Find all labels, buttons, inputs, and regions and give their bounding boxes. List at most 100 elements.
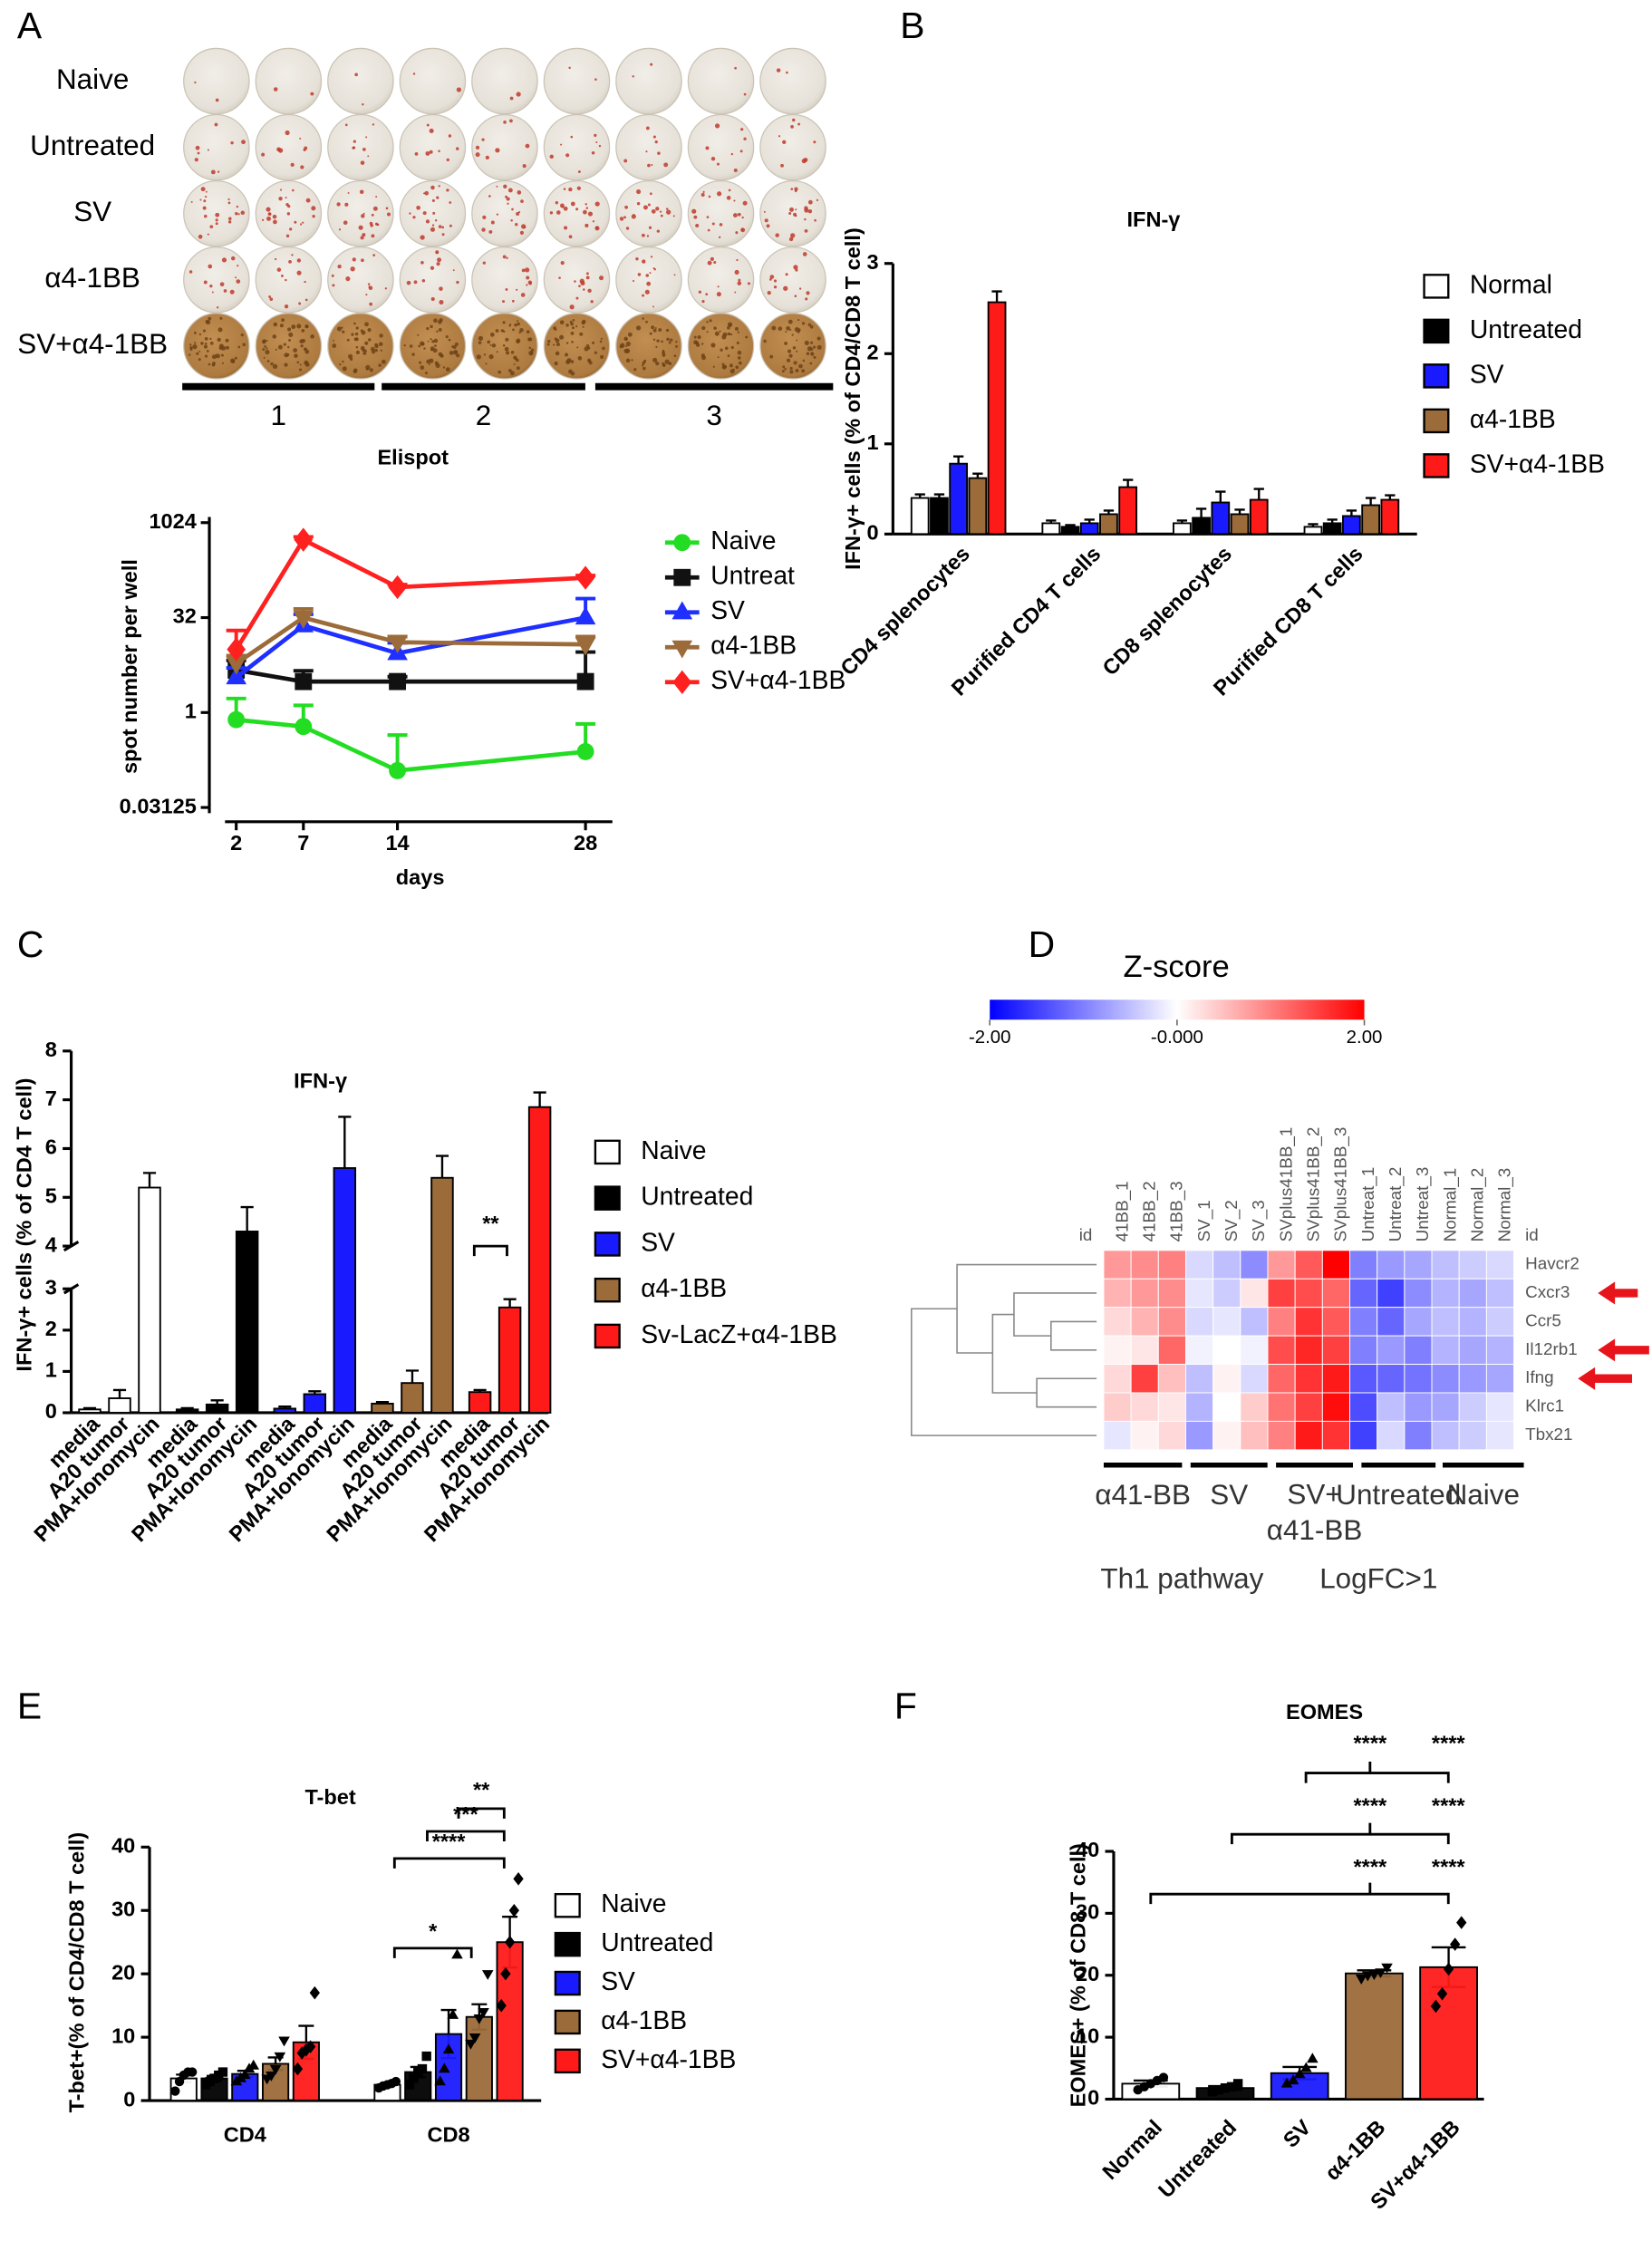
bar [1118, 486, 1138, 536]
spot [651, 208, 656, 214]
spot [434, 361, 439, 365]
spot [789, 370, 794, 374]
significance-label: ** [482, 1212, 499, 1235]
spot [456, 147, 459, 150]
spot [588, 361, 593, 365]
heatmap-cell [1103, 1392, 1132, 1422]
point [1287, 2074, 1299, 2085]
spot [261, 218, 265, 222]
point [294, 527, 314, 552]
spot [592, 220, 595, 223]
spot [809, 324, 814, 329]
spot [294, 353, 298, 358]
spot [352, 146, 355, 150]
spot [304, 298, 308, 302]
spot [196, 352, 199, 355]
spot [553, 343, 555, 346]
spot [782, 365, 786, 369]
spot [194, 342, 197, 344]
spot [743, 92, 747, 96]
column-label: 41BB_2 [1139, 1181, 1159, 1241]
y-tick-label: 10 [111, 2024, 135, 2047]
spot [420, 260, 424, 265]
spot [797, 318, 800, 322]
spot [205, 190, 208, 193]
spot [801, 159, 807, 164]
y-tick-label: 0 [867, 521, 879, 545]
heatmap-cell [1267, 1307, 1296, 1337]
spot [724, 346, 729, 351]
point [389, 672, 406, 691]
spot [645, 320, 648, 324]
spot [514, 323, 517, 327]
x-tick-label: 2 [230, 831, 242, 855]
bar [1041, 522, 1061, 536]
heatmap-cell [1431, 1278, 1460, 1309]
spot [275, 348, 277, 351]
heatmap-cell [1240, 1307, 1269, 1337]
heatmap-cell [1404, 1307, 1433, 1337]
spot [223, 289, 227, 293]
spot [304, 280, 306, 284]
heatmap-cell [1458, 1278, 1487, 1309]
x-axis-label: days [396, 865, 445, 889]
heatmap-cell [1103, 1364, 1132, 1394]
heatmap-cell [1458, 1307, 1487, 1337]
point [1443, 1962, 1454, 1976]
heatmap-cell [1377, 1364, 1406, 1394]
legend-swatch [554, 1931, 581, 1957]
bar [1079, 522, 1099, 536]
spot [554, 328, 557, 331]
group-bar [594, 382, 834, 391]
spot [342, 330, 345, 333]
spot [489, 343, 492, 346]
spot [276, 147, 281, 152]
spot [625, 227, 630, 230]
spot [197, 151, 200, 155]
spot [654, 140, 658, 144]
well [255, 113, 323, 181]
heatmap-cell [1240, 1335, 1269, 1366]
heatmap-cell [1431, 1307, 1460, 1337]
spot [428, 363, 430, 366]
spot [406, 280, 411, 285]
spot [273, 87, 278, 92]
heatmap-cell [1212, 1307, 1241, 1337]
spot [509, 96, 514, 101]
heatmap-cell [1349, 1250, 1378, 1280]
spot [565, 324, 569, 327]
spot [526, 330, 530, 334]
point [295, 718, 313, 736]
spot [504, 346, 509, 352]
spot [666, 337, 670, 342]
spot [706, 216, 710, 218]
legend-label: α4-1BB [710, 631, 797, 660]
spot [203, 199, 207, 203]
bar [205, 1403, 229, 1414]
point [1381, 1963, 1393, 1974]
spot [208, 316, 212, 321]
spot [645, 274, 650, 277]
bar [1342, 515, 1361, 536]
y-tick-label: 0 [1087, 2086, 1099, 2110]
spot [287, 345, 290, 349]
spot [727, 333, 730, 335]
spot [526, 275, 530, 280]
group-label: 1 [270, 400, 285, 431]
y-tick-label: 40 [111, 1834, 135, 1858]
spot [623, 216, 626, 219]
spot [288, 338, 291, 342]
spot [738, 278, 741, 282]
spot [194, 81, 197, 84]
heatmap-cell [1321, 1420, 1350, 1451]
spot [436, 252, 439, 255]
spot [266, 340, 268, 343]
spot [583, 288, 585, 291]
spot [645, 150, 648, 153]
spot [717, 191, 722, 197]
spot [795, 369, 799, 372]
spot [412, 72, 416, 75]
spot [631, 214, 636, 219]
heatmap-cell [1267, 1335, 1296, 1366]
spot [375, 196, 378, 198]
